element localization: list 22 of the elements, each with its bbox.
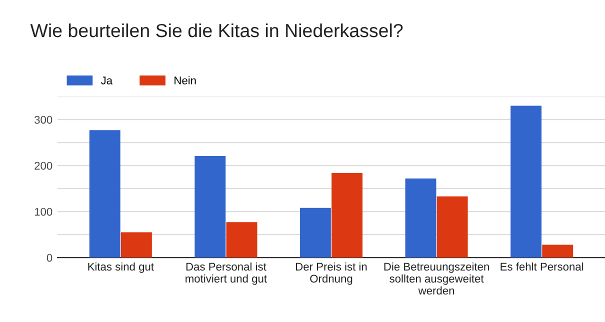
x-tick-label: Die Betreuungszeiten sollten ausgeweitet werden [384,262,489,295]
bar [542,244,574,258]
y-tick-label: 0 [46,254,52,262]
y-tick-label: 100 [34,208,52,216]
x-tick-label: Kitas sind gut [88,262,154,273]
bar [405,178,436,258]
y-tick-label: 300 [34,116,52,124]
chart-title: Wie beurteilen Sie die Kitas in Niederkassel? [30,23,403,38]
bar [89,130,120,258]
y-tick-label: 200 [34,162,52,170]
bar [332,172,363,258]
legend-label: Nein [174,76,196,84]
bar [120,232,152,258]
legend-label: Ja [100,76,113,84]
bar [510,106,542,258]
bar [226,222,258,258]
x-tick-label: Das Personal ist motiviert und gut [186,262,267,285]
bar [194,156,226,258]
bar [436,196,468,258]
bar [300,208,331,258]
x-tick-label: Der Preis ist in Ordnung [296,262,367,285]
x-tick-label: Es fehlt Personal [500,262,584,271]
